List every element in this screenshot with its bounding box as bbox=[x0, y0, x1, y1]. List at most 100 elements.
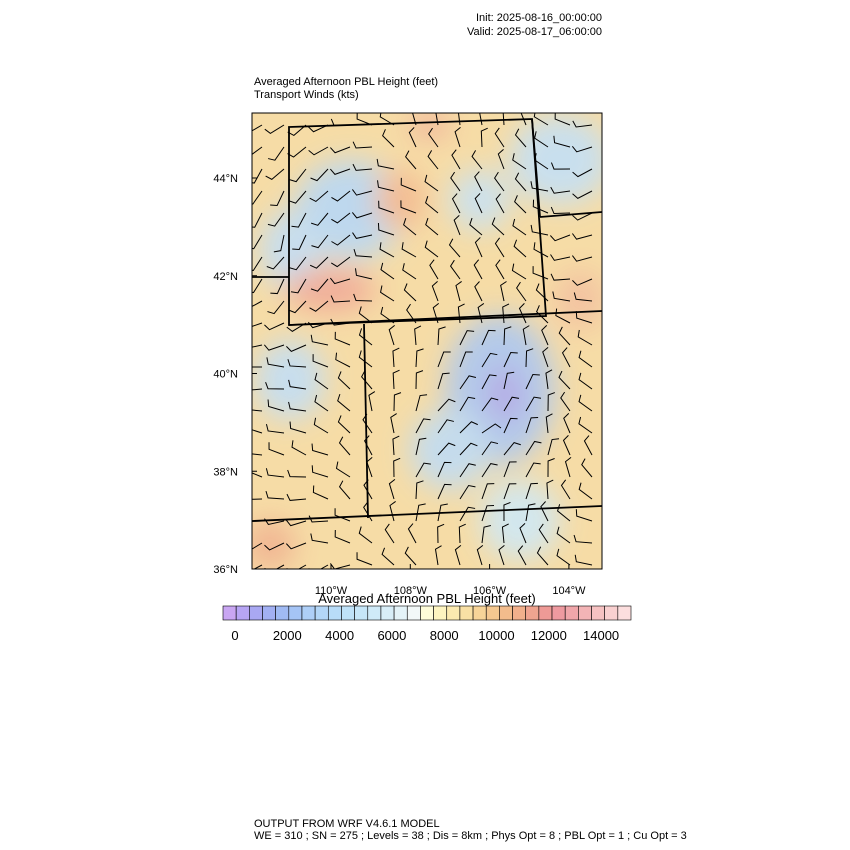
colorbar-box bbox=[433, 605, 448, 621]
wind-barb bbox=[578, 350, 593, 368]
colorbar: 0 2000 4000 6000 8000 10000 12000 14000 bbox=[222, 605, 632, 643]
footer-line1: OUTPUT FROM WRF V4.6.1 MODEL bbox=[254, 818, 440, 830]
state-borders bbox=[252, 118, 602, 522]
wind-barb bbox=[289, 168, 307, 183]
wind-barb bbox=[335, 461, 351, 478]
wind-barb bbox=[329, 277, 351, 285]
colorbar-box bbox=[393, 605, 408, 621]
wind-barb bbox=[459, 351, 473, 368]
wind-barb bbox=[481, 374, 497, 390]
wind-barb bbox=[288, 401, 307, 412]
wind-barb bbox=[431, 280, 439, 302]
wind-barb bbox=[491, 217, 505, 236]
colorbar-box bbox=[301, 605, 316, 621]
wind-barb bbox=[392, 369, 400, 390]
wind-barb bbox=[310, 334, 329, 346]
wind-barb bbox=[437, 503, 448, 522]
wind-barb bbox=[415, 462, 431, 478]
wind-barb bbox=[572, 233, 593, 240]
wind-barb bbox=[310, 533, 329, 544]
wind-barb bbox=[265, 468, 285, 478]
wind-barb bbox=[560, 391, 571, 412]
footer-line2: WE = 310 ; SN = 275 ; Levels = 38 ; Dis … bbox=[254, 830, 687, 842]
wind-barb bbox=[286, 493, 307, 501]
wind-barb bbox=[481, 397, 499, 412]
wind-barb bbox=[578, 416, 593, 434]
wind-barb bbox=[514, 195, 527, 214]
wind-barb bbox=[312, 485, 329, 500]
wind-barb bbox=[479, 113, 483, 126]
wind-barb bbox=[494, 127, 505, 148]
wind-barb bbox=[329, 168, 351, 175]
map-title: Averaged Afternoon PBL Height (feet) bbox=[254, 76, 438, 88]
wind-barb bbox=[337, 393, 351, 412]
wind-barb bbox=[368, 391, 376, 412]
wind-barb bbox=[270, 278, 285, 295]
wind-barb bbox=[388, 478, 396, 500]
wind-barb bbox=[554, 113, 571, 126]
wind-barb bbox=[556, 526, 571, 544]
wind-barb bbox=[437, 372, 450, 390]
colorbar-box bbox=[249, 605, 263, 621]
wind-barbs bbox=[252, 113, 593, 569]
wind-barb bbox=[503, 417, 518, 434]
wind-barb bbox=[353, 248, 373, 258]
wind-barb bbox=[481, 524, 491, 544]
wind-barb bbox=[459, 484, 476, 500]
colorbar-box bbox=[512, 605, 527, 621]
wind-barb bbox=[481, 352, 498, 368]
wind-barb bbox=[550, 186, 571, 194]
wind-barb bbox=[550, 206, 571, 215]
wind-barb bbox=[425, 196, 439, 214]
wind-barb bbox=[522, 325, 530, 346]
valid-time: Valid: 2025-08-17_06:00:00 bbox=[467, 26, 602, 38]
wind-barb bbox=[558, 326, 571, 346]
wind-barb bbox=[459, 375, 477, 390]
wind-barb bbox=[287, 469, 307, 478]
wind-barb bbox=[540, 501, 549, 522]
wind-barb bbox=[252, 256, 263, 272]
wind-barb bbox=[264, 542, 285, 551]
wind-barb bbox=[403, 283, 417, 302]
wind-barb bbox=[265, 491, 285, 500]
wind-barb bbox=[437, 461, 452, 478]
wind-barb bbox=[268, 442, 285, 456]
wind-barb bbox=[363, 435, 373, 456]
wind-barb bbox=[437, 326, 446, 346]
wind-barb bbox=[263, 344, 285, 351]
colorbar-box bbox=[341, 605, 355, 621]
map-field bbox=[252, 113, 602, 569]
wind-barb bbox=[459, 442, 478, 456]
wind-barb bbox=[424, 240, 439, 258]
wind-barb bbox=[481, 463, 498, 478]
wind-barb bbox=[358, 328, 373, 346]
wind-barb bbox=[331, 212, 351, 224]
wind-barb bbox=[571, 146, 593, 153]
wind-barb bbox=[290, 278, 307, 294]
wind-barb bbox=[495, 193, 505, 214]
wind-barb bbox=[581, 458, 593, 478]
wind-barb bbox=[583, 435, 593, 456]
wind-barb bbox=[541, 325, 549, 346]
wind-barb bbox=[352, 141, 373, 149]
wind-barb bbox=[331, 234, 351, 246]
wind-barb bbox=[313, 417, 329, 434]
wind-barb bbox=[459, 463, 476, 478]
wind-barb bbox=[381, 547, 395, 566]
wind-barb bbox=[556, 504, 571, 522]
wind-barb bbox=[358, 526, 373, 544]
wind-barb bbox=[494, 171, 505, 192]
wind-barb bbox=[252, 300, 263, 308]
lon-label: 104°W bbox=[552, 585, 586, 597]
wind-barb bbox=[308, 124, 329, 133]
wind-barb bbox=[503, 483, 517, 500]
colorbar-box bbox=[617, 605, 632, 621]
lon-labels: 110°W 108°W 106°W 104°W bbox=[315, 564, 586, 597]
colorbar-box bbox=[367, 605, 382, 621]
wind-barb bbox=[352, 189, 373, 196]
wind-barb bbox=[503, 396, 520, 412]
wind-barb bbox=[424, 174, 439, 192]
wind-barb bbox=[545, 413, 553, 434]
wind-barb bbox=[449, 259, 461, 280]
wind-barb bbox=[264, 322, 285, 331]
